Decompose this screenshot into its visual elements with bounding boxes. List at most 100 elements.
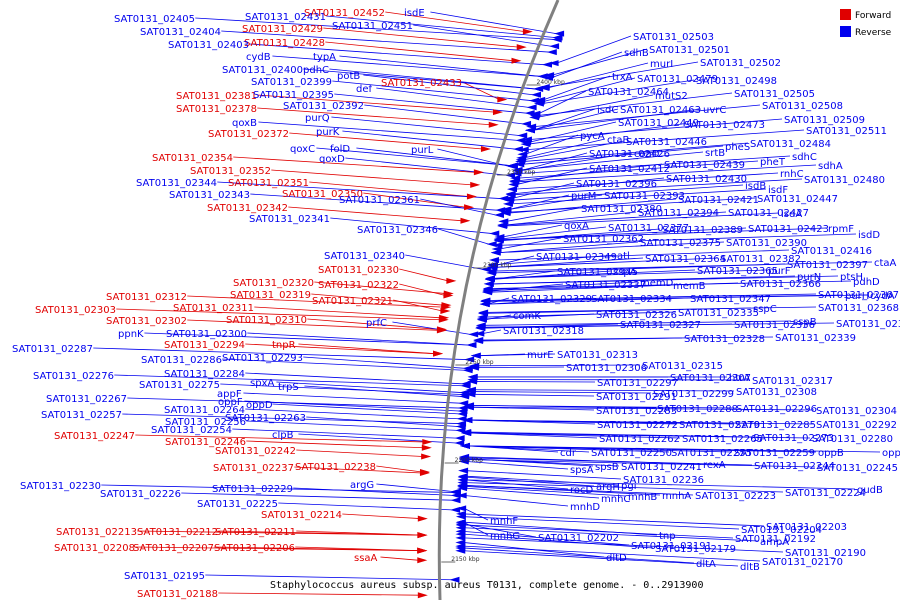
- leader-line-reverse: [438, 228, 489, 245]
- leader-line-reverse: [547, 61, 699, 88]
- reverse-gene-label: pdhC: [303, 65, 329, 76]
- leader-line-reverse: [222, 358, 465, 371]
- reverse-gene-label: SAT0131_02223: [695, 491, 776, 502]
- reverse-gene-label: SAT0131_02446: [626, 137, 707, 148]
- reverse-gene-label: isdE: [404, 8, 425, 19]
- reverse-gene-label: SAT0131_02339: [775, 333, 856, 344]
- leader-line-reverse: [502, 224, 563, 238]
- leader-line-forward: [254, 306, 442, 319]
- forward-gene-arrow: [417, 515, 428, 522]
- leader-line-forward: [342, 513, 420, 519]
- reverse-gene-arrow: [462, 365, 473, 372]
- reverse-gene-label: SAT0131_02293: [222, 353, 303, 364]
- reverse-gene-arrow: [524, 110, 535, 117]
- reverse-gene-label: SAT0131_02308: [736, 387, 817, 398]
- reverse-gene-label: SAT0131_02300: [166, 329, 247, 340]
- reverse-gene-label: murE: [527, 350, 554, 361]
- leader-line-reverse: [534, 104, 761, 127]
- reverse-gene-label: SAT0131_02307: [670, 373, 751, 384]
- leader-line-reverse: [495, 257, 719, 268]
- reverse-gene-label: SAT0131_02279: [679, 420, 760, 431]
- reverse-gene-arrow: [450, 492, 461, 499]
- reverse-gene-label: SAT0131_02473: [684, 120, 765, 131]
- forward-gene-label: SAT0131_02320: [233, 278, 314, 289]
- reverse-gene-arrow: [508, 181, 519, 188]
- reverse-gene-label: SAT0131_02292: [816, 420, 897, 431]
- reverse-gene-label: SAT0131_02423: [748, 224, 829, 235]
- leader-line-forward: [399, 268, 449, 282]
- leader-line-forward: [307, 318, 440, 330]
- reverse-gene-label: SAT0131_02203: [766, 522, 847, 533]
- reverse-gene-label: SAT0131_02287: [12, 344, 93, 355]
- reverse-gene-label: uvrC: [703, 105, 726, 116]
- forward-gene-arrow: [516, 44, 527, 51]
- reverse-gene-label: SAT0131_02498: [696, 76, 777, 87]
- leader-line-reverse: [500, 233, 857, 246]
- leader-line-reverse: [552, 48, 648, 76]
- reverse-gene-label: SAT0131_02254: [151, 425, 232, 436]
- reverse-gene-label: SAT0131_02368: [818, 303, 899, 314]
- forward-gene-label: SAT0131_02428: [244, 38, 325, 49]
- leader-line-reverse: [304, 385, 462, 397]
- tick-marks: 2400 kbp 2350 kbp 2300 kbp 2250 kbp 2200 kbp…: [441, 79, 565, 563]
- forward-gene-arrow: [433, 350, 444, 357]
- reverse-gene-label: SAT0131_02349: [536, 252, 617, 263]
- reverse-gene-label: mnhA: [662, 491, 691, 502]
- leader-line-reverse: [511, 184, 744, 201]
- reverse-gene-arrow: [484, 275, 495, 282]
- leader-line-reverse: [492, 269, 767, 279]
- forward-gene-label: SAT0131_02242: [215, 446, 296, 457]
- reverse-gene-arrow: [458, 467, 469, 474]
- reverse-gene-label: mnhB: [628, 492, 657, 503]
- leader-line-reverse: [505, 211, 727, 226]
- leader-line-reverse: [509, 194, 603, 210]
- leader-line-reverse: [465, 479, 856, 490]
- leader-line-reverse: [526, 129, 805, 150]
- reverse-gene-arrow: [497, 222, 508, 229]
- leader-line-reverse: [463, 547, 695, 564]
- reverse-gene-label: atl: [617, 251, 630, 262]
- reverse-gene-label: SAT0131_02299: [653, 389, 734, 400]
- leader-line-reverse: [475, 381, 596, 383]
- reverse-gene-label: SAT0131_02264: [164, 405, 245, 416]
- reverse-gene-label: SAT0131_02366: [740, 279, 821, 290]
- leader-line-forward: [187, 319, 439, 331]
- forward-gene-label: SAT0131_02378: [176, 104, 257, 115]
- tick-label: 2400 kbp: [537, 79, 565, 86]
- reverse-gene-label: SAT0131_02503: [633, 32, 714, 43]
- reverse-gene-label: spsA: [570, 465, 594, 476]
- leader-line-reverse: [247, 332, 469, 346]
- leader-line-reverse: [463, 523, 537, 538]
- forward-gene-label: SAT0131_02310: [226, 315, 307, 326]
- leader-line-reverse: [463, 531, 630, 546]
- reverse-gene-label: rocD: [570, 485, 594, 496]
- reverse-gene-label: SAT0131_02284: [164, 369, 245, 380]
- reverse-gene-label: pgi: [621, 481, 636, 492]
- reverse-gene-arrow: [474, 330, 485, 337]
- reverse-gene-label: SAT0131_02347: [690, 294, 771, 305]
- forward-gene-label: SAT0131_02302: [106, 316, 187, 327]
- reverse-gene-label: sdhA: [818, 161, 843, 172]
- reverse-gene-arrow: [505, 191, 516, 198]
- leader-line-forward: [294, 466, 422, 474]
- reverse-gene-label: dltD: [606, 553, 627, 564]
- leader-line-reverse: [465, 475, 620, 486]
- reverse-gene-arrow: [459, 442, 470, 449]
- reverse-gene-arrow: [521, 120, 532, 127]
- reverse-gene-arrow: [493, 236, 504, 243]
- leader-line-reverse: [477, 364, 641, 367]
- leader-line-forward: [218, 592, 420, 596]
- reverse-gene-label: memB: [673, 281, 706, 292]
- reverse-gene-arrow: [531, 91, 542, 98]
- reverse-gene-label: SAT0131_02421: [678, 195, 759, 206]
- reverse-gene-label: cydA: [870, 291, 895, 302]
- reverse-gene-label: SAT0131_02480: [804, 175, 885, 186]
- forward-gene-arrow: [446, 277, 457, 284]
- reverse-gene-label: SAT0131_02509: [784, 115, 865, 126]
- reverse-gene-label: SAT0131_02262: [599, 434, 680, 445]
- reverse-gene-label: purL: [411, 145, 434, 156]
- reverse-gene-label: isdD: [858, 230, 880, 241]
- leader-line-reverse: [488, 293, 817, 301]
- reverse-gene-arrow: [518, 146, 529, 153]
- forward-gene-label: SAT0131_02212: [137, 527, 218, 538]
